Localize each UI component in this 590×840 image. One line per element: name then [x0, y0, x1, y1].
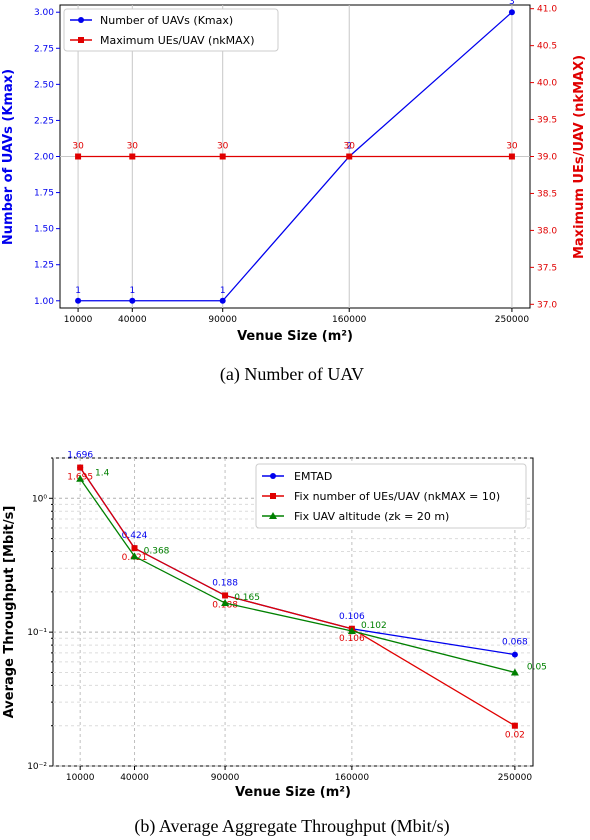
tick-a-x-label: 160000 — [332, 315, 367, 325]
series-a-data-label-1: 30 — [217, 142, 229, 152]
plot-a-legend: Number of UAVs (Kmax) Maximum UEs/UAV (n… — [63, 8, 279, 52]
series-b-data-label-2: 0.165 — [234, 593, 260, 603]
series-b-point-1 — [511, 722, 518, 729]
series-a-data-label-1: 30 — [127, 142, 139, 152]
tick-a-left-label: 1.25 — [34, 261, 54, 271]
series-a-point-1 — [75, 153, 82, 160]
series-b-point-2 — [130, 552, 139, 560]
tick-a-x-label: 10000 — [64, 315, 93, 325]
tick-a-left-label: 2.25 — [34, 116, 54, 126]
series-b-point-2 — [221, 599, 230, 607]
tick-a-right-label: 37.5 — [537, 263, 557, 273]
tick-b-x-label: 90000 — [211, 773, 240, 783]
series-a-point-1 — [219, 153, 226, 160]
tick-a-left-label: 2.75 — [34, 44, 54, 54]
series-a-data-label-1: 30 — [72, 142, 84, 152]
legend-b-label-fix-ues: Fix number of UEs/UAV (nkMAX = 10) — [294, 490, 500, 503]
plot-a-series: 1 1 1 2 3 30 30 30 30 30 — [72, 0, 518, 304]
plot-b-ticks: 10000 40000 90000 160000 250000 10⁰ 10⁻¹ 10⁻² — [27, 457, 533, 783]
caption-b: (b) Average Aggregate Throughput (Mbit/s… — [134, 816, 449, 837]
legend-b-marker-fix-altitude — [269, 512, 277, 519]
tick-b-y-label: 10⁻¹ — [27, 628, 47, 638]
series-b-point-2 — [76, 474, 85, 482]
plot-b-grid — [53, 457, 533, 767]
series-b-point-1 — [222, 592, 229, 599]
tick-b-x-label: 10000 — [66, 773, 95, 783]
plot-a-left-axis-label: Number of UAVs (Kmax) — [1, 69, 16, 245]
tick-a-left-label: 2.50 — [34, 80, 54, 90]
tick-a-right-label: 40.0 — [537, 79, 557, 89]
tick-a-x-label: 90000 — [208, 315, 237, 325]
throughput-chart: 10000 40000 90000 160000 250000 10⁰ 10⁻¹ 10⁻² 1… — [2, 451, 547, 800]
tick-a-x-label: 250000 — [495, 315, 530, 325]
series-a-point-1 — [508, 153, 515, 160]
series-b-data-label-1: 0.106 — [339, 634, 365, 644]
plot-b-series: 1.6960.4240.1880.1060.0681.6950.4210.188… — [67, 451, 547, 741]
series-a-data-label-0: 3 — [509, 0, 515, 7]
series-b-point-2 — [347, 626, 356, 634]
tick-a-right-label: 40.5 — [537, 42, 557, 52]
series-b-data-label-0: 0.188 — [212, 578, 238, 588]
series-a-data-label-1: 30 — [344, 142, 356, 152]
series-b-point-1 — [77, 464, 84, 471]
series-a-point-1 — [129, 153, 136, 160]
tick-b-y-label: 10⁰ — [32, 494, 47, 504]
series-a-data-label-1: 30 — [506, 142, 518, 152]
legend-a-marker-uavs — [78, 17, 84, 23]
plot-b-legend: EMTAD Fix number of UEs/UAV (nkMAX = 10)… — [255, 463, 527, 529]
plot-a-x-axis-label: Venue Size (m²) — [237, 329, 353, 344]
tick-b-y-label: 10⁻² — [27, 762, 47, 772]
series-b-data-label-0: 0.106 — [339, 612, 365, 622]
series-b-data-label-2: 0.05 — [527, 662, 547, 672]
tick-a-right-label: 39.0 — [537, 153, 557, 163]
series-b-data-label-0: 0.068 — [502, 638, 528, 648]
legend-a-marker-ues — [78, 37, 84, 43]
plot-b-y-axis-label: Average Throughput [Mbit/s] — [2, 506, 17, 719]
series-b-data-label-2: 0.368 — [144, 546, 170, 556]
legend-b-marker-fix-ues — [270, 493, 276, 499]
tick-b-x-label: 250000 — [498, 773, 533, 783]
series-a-data-label-0: 1 — [75, 286, 81, 296]
series-b-data-label-1: 0.02 — [505, 731, 525, 741]
legend-b-label-fix-altitude: Fix UAV altitude (zk = 20 m) — [294, 510, 449, 523]
series-b-data-label-2: 0.102 — [361, 621, 387, 631]
plot-b-x-axis-label: Venue Size (m²) — [235, 785, 351, 800]
series-a-data-label-0: 1 — [220, 286, 226, 296]
tick-a-left-label: 2.00 — [34, 153, 54, 163]
tick-a-right-label: 41.0 — [537, 5, 557, 15]
series-b-point-2 — [510, 668, 519, 676]
tick-a-right-label: 38.5 — [537, 189, 557, 199]
tick-a-right-label: 39.5 — [537, 116, 557, 126]
series-a-point-0 — [508, 9, 515, 16]
tick-a-left-label: 3.00 — [34, 8, 54, 18]
series-a-point-0 — [75, 297, 82, 304]
series-a-point-0 — [129, 297, 136, 304]
series-b-data-label-0: 1.696 — [67, 451, 93, 461]
series-a-data-label-0: 1 — [129, 286, 135, 296]
plot-a-ticks: 10000 40000 90000 160000 250000 1.00 1.25 1.50 1… — [34, 5, 557, 325]
legend-b-label-emtad: EMTAD — [294, 470, 332, 483]
tick-b-x-label: 40000 — [120, 773, 149, 783]
series-a-point-1 — [346, 153, 353, 160]
tick-a-right-label: 38.0 — [537, 226, 557, 236]
series-b-data-label-2: 1.4 — [95, 469, 110, 479]
series-a-data-label-0: 2 — [346, 142, 352, 152]
legend-b-marker-emtad — [270, 473, 276, 479]
uav-count-chart: 10000 40000 90000 160000 250000 1.00 1.25 1.50 1… — [1, 0, 587, 344]
tick-a-left-label: 1.75 — [34, 189, 54, 199]
tick-a-left-label: 1.00 — [34, 297, 54, 307]
legend-a-label-ues: Maximum UEs/UAV (nkMAX) — [100, 34, 255, 47]
series-a-point-0 — [219, 297, 226, 304]
caption-a: (a) Number of UAV — [220, 364, 364, 385]
tick-b-x-label: 160000 — [335, 773, 370, 783]
series-b-point-0 — [511, 651, 518, 658]
legend-a-label-uavs: Number of UAVs (Kmax) — [100, 14, 233, 27]
series-b-point-1 — [131, 545, 138, 552]
plot-a-right-axis-label: Maximum UEs/UAV (nkMAX) — [572, 55, 587, 259]
tick-a-x-label: 40000 — [118, 315, 147, 325]
tick-a-left-label: 1.50 — [34, 225, 54, 235]
tick-a-right-label: 37.0 — [537, 300, 557, 310]
series-b-data-label-0: 0.424 — [122, 531, 148, 541]
